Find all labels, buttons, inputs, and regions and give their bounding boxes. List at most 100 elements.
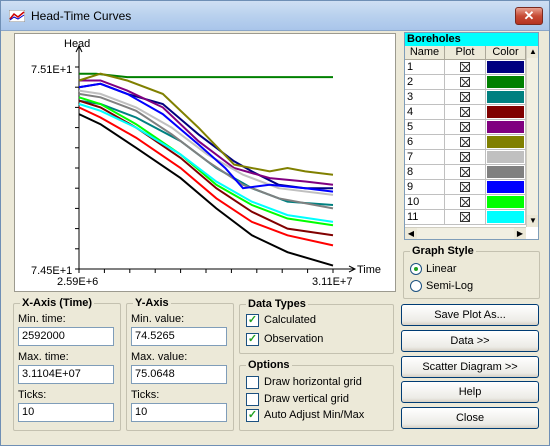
- borehole-color-cell[interactable]: [486, 180, 526, 195]
- borehole-color-cell[interactable]: [486, 135, 526, 150]
- borehole-plot-cell[interactable]: [445, 195, 486, 210]
- borehole-color-cell[interactable]: [486, 105, 526, 120]
- borehole-row[interactable]: 9: [405, 180, 526, 195]
- plot-toggle-icon[interactable]: [460, 137, 470, 147]
- borehole-row[interactable]: 1: [405, 60, 526, 75]
- borehole-name: 10: [405, 195, 445, 210]
- borehole-plot-cell[interactable]: [445, 180, 486, 195]
- x-max-tick-label: 3.11E+7: [312, 276, 352, 288]
- borehole-row[interactable]: 6: [405, 135, 526, 150]
- borehole-plot-cell[interactable]: [445, 90, 486, 105]
- boreholes-title: Boreholes: [405, 33, 538, 46]
- column-name[interactable]: Name: [405, 46, 445, 60]
- head-time-chart: Head Time 7.51E+1 7.45E+1 2.59E+6 3.11E+…: [31, 38, 381, 288]
- borehole-row[interactable]: 11: [405, 210, 526, 225]
- scroll-right-icon[interactable]: ▶: [514, 228, 526, 239]
- borehole-color-cell[interactable]: [486, 120, 526, 135]
- plot-toggle-icon[interactable]: [460, 182, 470, 192]
- borehole-row[interactable]: 4: [405, 105, 526, 120]
- column-color[interactable]: Color: [486, 46, 526, 60]
- plot-toggle-icon[interactable]: [460, 77, 470, 87]
- borehole-name: 8: [405, 165, 445, 180]
- calculated-label: Calculated: [264, 314, 316, 326]
- borehole-row[interactable]: 7: [405, 150, 526, 165]
- borehole-plot-cell[interactable]: [445, 105, 486, 120]
- borehole-plot-cell[interactable]: [445, 210, 486, 225]
- color-swatch: [487, 211, 524, 223]
- scroll-down-icon[interactable]: ▼: [527, 215, 538, 227]
- series-line: [78, 113, 334, 267]
- x-axis-group: X-Axis (Time): [13, 297, 121, 431]
- borehole-plot-cell[interactable]: [445, 120, 486, 135]
- min-time-input[interactable]: 2592000: [18, 327, 114, 346]
- borehole-color-cell[interactable]: [486, 210, 526, 225]
- color-swatch: [487, 106, 524, 118]
- boreholes-column-headers: Name Plot Color: [405, 46, 526, 60]
- x-ticks-input[interactable]: 10: [18, 403, 114, 422]
- borehole-plot-cell[interactable]: [445, 135, 486, 150]
- borehole-color-cell[interactable]: [486, 195, 526, 210]
- boreholes-horizontal-scrollbar[interactable]: ◀ ▶: [405, 227, 526, 239]
- borehole-plot-cell[interactable]: [445, 150, 486, 165]
- graph-style-title: Graph Style: [410, 245, 476, 257]
- min-value-input[interactable]: 74.5265: [131, 327, 227, 346]
- x-min-tick-label: 2.59E+6: [57, 276, 98, 288]
- plot-toggle-icon[interactable]: [460, 107, 470, 117]
- close-button[interactable]: Close: [401, 407, 539, 429]
- data-types-group: Data Types: [239, 298, 394, 354]
- auto-adjust-checkbox[interactable]: ✓: [246, 409, 259, 422]
- title-bar[interactable]: Head-Time Curves ✕: [1, 1, 549, 31]
- borehole-row[interactable]: 10: [405, 195, 526, 210]
- color-swatch: [487, 76, 524, 88]
- horizontal-grid-checkbox[interactable]: [246, 376, 259, 389]
- plot-toggle-icon[interactable]: [460, 122, 470, 132]
- max-value-input[interactable]: 75.0648: [131, 365, 227, 384]
- borehole-color-cell[interactable]: [486, 90, 526, 105]
- series-line: [78, 96, 334, 227]
- y-ticks-label: Ticks:: [131, 389, 160, 401]
- plot-toggle-icon[interactable]: [460, 212, 470, 222]
- borehole-row[interactable]: 5: [405, 120, 526, 135]
- borehole-color-cell[interactable]: [486, 165, 526, 180]
- borehole-plot-cell[interactable]: [445, 60, 486, 75]
- vertical-grid-checkbox[interactable]: [246, 393, 259, 406]
- column-plot[interactable]: Plot: [445, 46, 486, 60]
- scroll-up-icon[interactable]: ▲: [527, 46, 538, 58]
- plot-toggle-icon[interactable]: [460, 62, 470, 72]
- scroll-left-icon[interactable]: ◀: [405, 228, 417, 239]
- help-button[interactable]: Help: [401, 381, 539, 403]
- plot-toggle-icon[interactable]: [460, 92, 470, 102]
- scatter-diagram-button[interactable]: Scatter Diagram >>: [401, 356, 539, 378]
- auto-adjust-label: Auto Adjust Min/Max: [264, 409, 365, 421]
- x-axis-arrow-icon: [348, 265, 357, 273]
- boreholes-vertical-scrollbar[interactable]: ▲ ▼: [526, 46, 538, 227]
- max-time-input[interactable]: 3.1104E+07: [18, 365, 114, 384]
- borehole-color-cell[interactable]: [486, 150, 526, 165]
- plot-toggle-icon[interactable]: [460, 152, 470, 162]
- plot-toggle-icon[interactable]: [460, 197, 470, 207]
- close-icon[interactable]: ✕: [515, 7, 543, 25]
- borehole-row[interactable]: 8: [405, 165, 526, 180]
- data-button[interactable]: Data >>: [401, 330, 539, 352]
- color-swatch: [487, 151, 524, 163]
- x-ticks-label: Ticks:: [18, 389, 47, 401]
- borehole-row[interactable]: 3: [405, 90, 526, 105]
- curves-app-icon: [9, 10, 25, 22]
- borehole-plot-cell[interactable]: [445, 165, 486, 180]
- series-line: [78, 103, 334, 223]
- series-line: [78, 99, 334, 237]
- boreholes-table: Boreholes Name Plot Color 1 2 3 4 5 6 7 8 9 10 11 …: [404, 32, 539, 240]
- linear-radio[interactable]: [410, 263, 422, 275]
- borehole-color-cell[interactable]: [486, 60, 526, 75]
- plot-toggle-icon[interactable]: [460, 167, 470, 177]
- borehole-row[interactable]: 2: [405, 75, 526, 90]
- borehole-plot-cell[interactable]: [445, 75, 486, 90]
- series-line: [79, 72, 333, 79]
- observation-checkbox[interactable]: ✓: [246, 333, 259, 346]
- semilog-radio[interactable]: [410, 280, 422, 292]
- y-ticks-input[interactable]: 10: [131, 403, 227, 422]
- save-plot-button[interactable]: Save Plot As...: [401, 304, 539, 326]
- calculated-checkbox[interactable]: ✓: [246, 314, 259, 327]
- borehole-color-cell[interactable]: [486, 75, 526, 90]
